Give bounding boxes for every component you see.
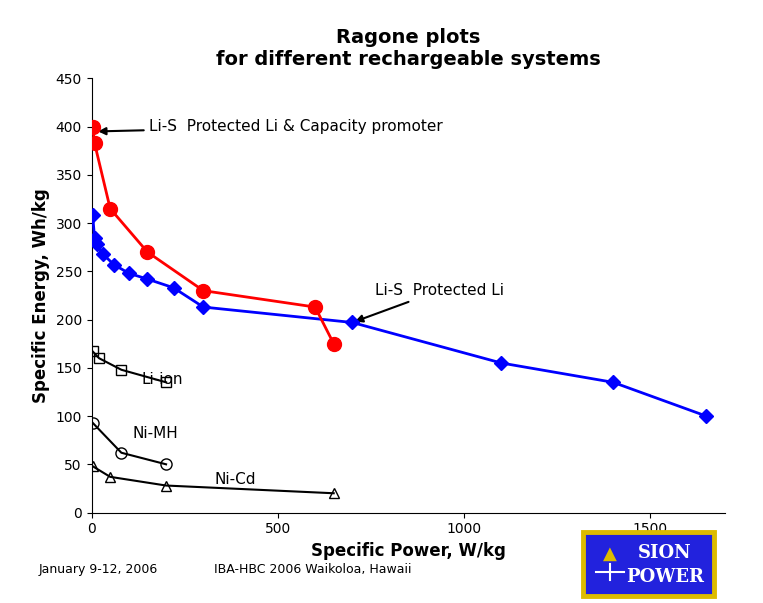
X-axis label: Specific Power, W/kg: Specific Power, W/kg (311, 542, 506, 560)
Text: Ni-Cd: Ni-Cd (214, 472, 256, 487)
Text: Ni-MH: Ni-MH (133, 426, 179, 441)
Title: Ragone plots
for different rechargeable systems: Ragone plots for different rechargeable … (216, 28, 600, 69)
Text: IBA-HBC 2006 Waikoloa, Hawaii: IBA-HBC 2006 Waikoloa, Hawaii (214, 563, 411, 576)
Text: Li-ion: Li-ion (142, 372, 183, 387)
Text: January 9-12, 2006: January 9-12, 2006 (38, 563, 157, 576)
Text: Li-S  Protected Li: Li-S Protected Li (357, 283, 504, 321)
Text: Li-S  Protected Li & Capacity promoter: Li-S Protected Li & Capacity promoter (101, 119, 443, 134)
Text: ▲: ▲ (604, 545, 617, 563)
Text: SION: SION (638, 544, 692, 562)
Text: POWER: POWER (626, 568, 704, 586)
Y-axis label: Specific Energy, Wh/kg: Specific Energy, Wh/kg (32, 188, 50, 403)
